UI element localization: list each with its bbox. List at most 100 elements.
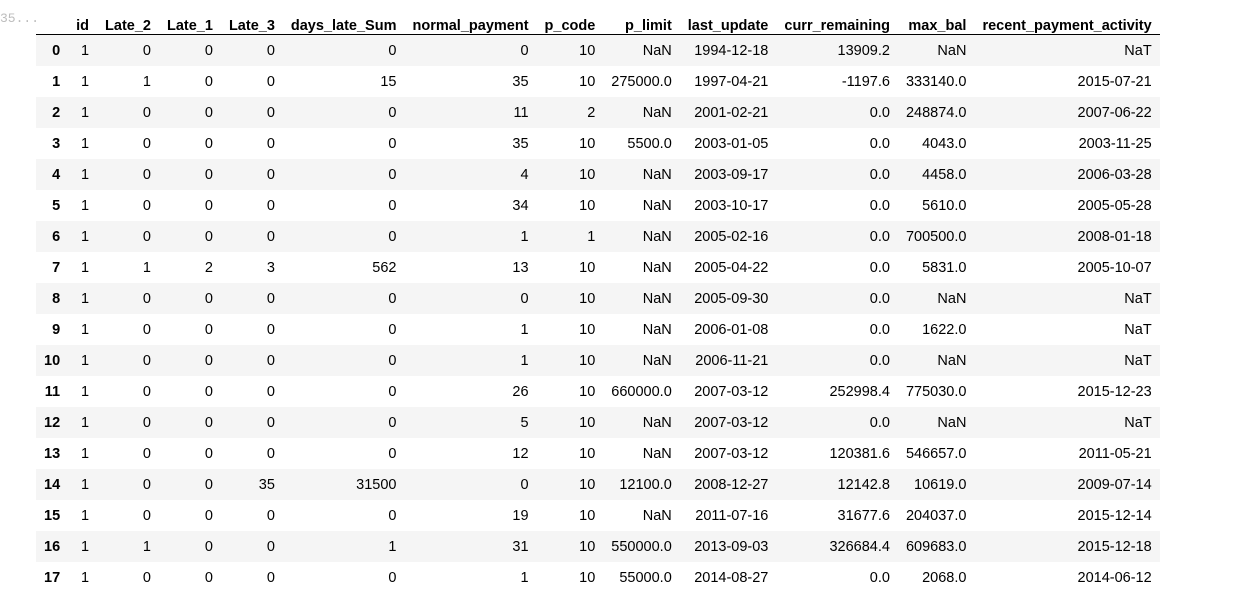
row-index-cell: 7 <box>52 259 61 276</box>
table-cell: 0 <box>266 197 275 214</box>
table-cell: 10 <box>579 507 596 524</box>
table-cell: 1 <box>80 352 90 369</box>
table-row: 17 1 0 0 0 0 1 10 55000.0 2014-08-27 0.0 2068.0 2014… <box>36 562 1160 593</box>
table-cell: 0 <box>266 569 275 586</box>
table-cell: 2003-11-25 <box>1078 135 1152 152</box>
table-cell: 0 <box>204 383 213 400</box>
header-cell-recent-payment-activity: recent_payment_activity <box>974 4 1160 35</box>
table-cell: 0 <box>142 569 151 586</box>
row-index-cell: 12 <box>44 414 61 431</box>
table-body: 0 1 0 0 0 0 0 10 NaN 1994-12-18 13909.2 NaN NaT 1 1 1 0 0… <box>36 34 1160 593</box>
table-cell: 0.0 <box>869 290 890 307</box>
row-index-cell: 4 <box>52 166 61 183</box>
table-cell: NaN <box>642 166 672 183</box>
table-row: 1 1 1 0 0 15 35 10 275000.0 1997-04-21 -1197.6 3331… <box>36 66 1160 97</box>
table-cell: 2007-03-12 <box>694 414 769 431</box>
table-cell: 0 <box>266 166 275 183</box>
table-cell: 10 <box>579 135 596 152</box>
table-cell: 1994-12-18 <box>694 42 769 59</box>
table-cell: 2013-09-03 <box>694 538 769 555</box>
row-index-cell: 8 <box>52 290 61 307</box>
table-cell: 1 <box>388 538 397 555</box>
table-cell: 2007-03-12 <box>694 445 769 462</box>
table-cell: 2007-03-12 <box>694 383 769 400</box>
table-cell: 2 <box>587 104 596 121</box>
table-cell: 0 <box>266 73 275 90</box>
table-cell: 0 <box>142 507 151 524</box>
table-cell: 10 <box>579 352 596 369</box>
dataframe-output: id Late_2 Late_1 Late_3 days_late_Sum no… <box>36 4 1160 593</box>
table-cell: 10 <box>579 290 596 307</box>
table-cell: 31500 <box>356 476 397 493</box>
row-index-cell: 2 <box>52 104 61 121</box>
table-cell: 0 <box>388 569 397 586</box>
dataframe-table: id Late_2 Late_1 Late_3 days_late_Sum no… <box>36 4 1160 593</box>
table-cell: NaN <box>642 414 672 431</box>
table-row: 5 1 0 0 0 0 34 10 NaN 2003-10-17 0.0 5610.0 2005-05-… <box>36 190 1160 221</box>
table-cell: 248874.0 <box>905 104 967 121</box>
row-index-cell: 13 <box>44 445 61 462</box>
table-cell: 1 <box>142 73 151 90</box>
table-cell: 0 <box>266 228 275 245</box>
table-cell: 0.0 <box>869 197 890 214</box>
table-cell: NaN <box>642 197 672 214</box>
row-index-cell: 1 <box>52 73 61 90</box>
table-cell: 0.0 <box>869 259 890 276</box>
table-cell: NaN <box>642 507 672 524</box>
table-cell: 1 <box>80 104 90 121</box>
table-cell: 0 <box>388 414 397 431</box>
table-cell: 1 <box>80 414 90 431</box>
table-cell: 1 <box>80 135 90 152</box>
table-cell: NaN <box>937 290 967 307</box>
header-cell-curr-remaining: curr_remaining <box>776 4 898 35</box>
table-cell: 0 <box>388 321 397 338</box>
table-cell: 1 <box>80 228 90 245</box>
table-cell: 10 <box>579 321 596 338</box>
table-cell: 0 <box>388 42 397 59</box>
table-cell: 10619.0 <box>914 476 967 493</box>
table-cell: 546657.0 <box>905 445 967 462</box>
table-cell: 1622.0 <box>922 321 967 338</box>
table-cell: 13 <box>512 259 529 276</box>
table-cell: 775030.0 <box>905 383 967 400</box>
table-cell: 1997-04-21 <box>694 73 769 90</box>
table-cell: 2009-07-14 <box>1077 476 1152 493</box>
table-cell: 0 <box>142 383 151 400</box>
table-cell: NaT <box>1124 290 1152 307</box>
table-cell: 12 <box>512 445 529 462</box>
table-cell: 609683.0 <box>905 538 967 555</box>
table-cell: 0.0 <box>869 569 890 586</box>
table-cell: 1 <box>80 569 90 586</box>
table-cell: 4043.0 <box>922 135 967 152</box>
table-cell: 2001-02-21 <box>694 104 769 121</box>
table-cell: 26 <box>512 383 529 400</box>
table-cell: NaN <box>642 321 672 338</box>
table-row: 7 1 1 2 3 562 13 10 NaN 2005-04-22 0.0 5831.0 2005-1… <box>36 252 1160 283</box>
table-cell: 0 <box>142 166 151 183</box>
table-row: 9 1 0 0 0 0 1 10 NaN 2006-01-08 0.0 1622.0 NaT <box>36 314 1160 345</box>
table-cell: 0 <box>388 197 397 214</box>
table-cell: 0 <box>142 135 151 152</box>
table-cell: 0.0 <box>869 321 890 338</box>
table-row: 2 1 0 0 0 0 11 2 NaN 2001-02-21 0.0 248874.0 2007-06… <box>36 97 1160 128</box>
table-cell: 1 <box>142 538 151 555</box>
header-cell-late-1: Late_1 <box>158 4 221 35</box>
table-cell: 2006-03-28 <box>1077 166 1152 183</box>
table-row: 6 1 0 0 0 0 1 1 NaN 2005-02-16 0.0 700500.0 2008-01-… <box>36 221 1160 252</box>
table-cell: 0 <box>520 290 529 307</box>
table-cell: 1 <box>80 321 90 338</box>
table-row: 8 1 0 0 0 0 0 10 NaN 2005-09-30 0.0 NaN NaT <box>36 283 1160 314</box>
table-cell: 0 <box>204 42 213 59</box>
table-cell: 35 <box>258 476 275 493</box>
header-cell-p-code: p_code <box>536 4 604 35</box>
table-cell: 12142.8 <box>837 476 890 493</box>
table-cell: NaN <box>937 352 967 369</box>
table-cell: 1 <box>520 352 529 369</box>
output-prompt: 35... <box>0 11 40 26</box>
table-cell: 550000.0 <box>611 538 672 555</box>
table-cell: 0 <box>388 104 397 121</box>
table-cell: 2014-06-12 <box>1077 569 1152 586</box>
table-cell: 0 <box>142 445 151 462</box>
table-cell: 0 <box>204 445 213 462</box>
table-cell: 700500.0 <box>905 228 967 245</box>
